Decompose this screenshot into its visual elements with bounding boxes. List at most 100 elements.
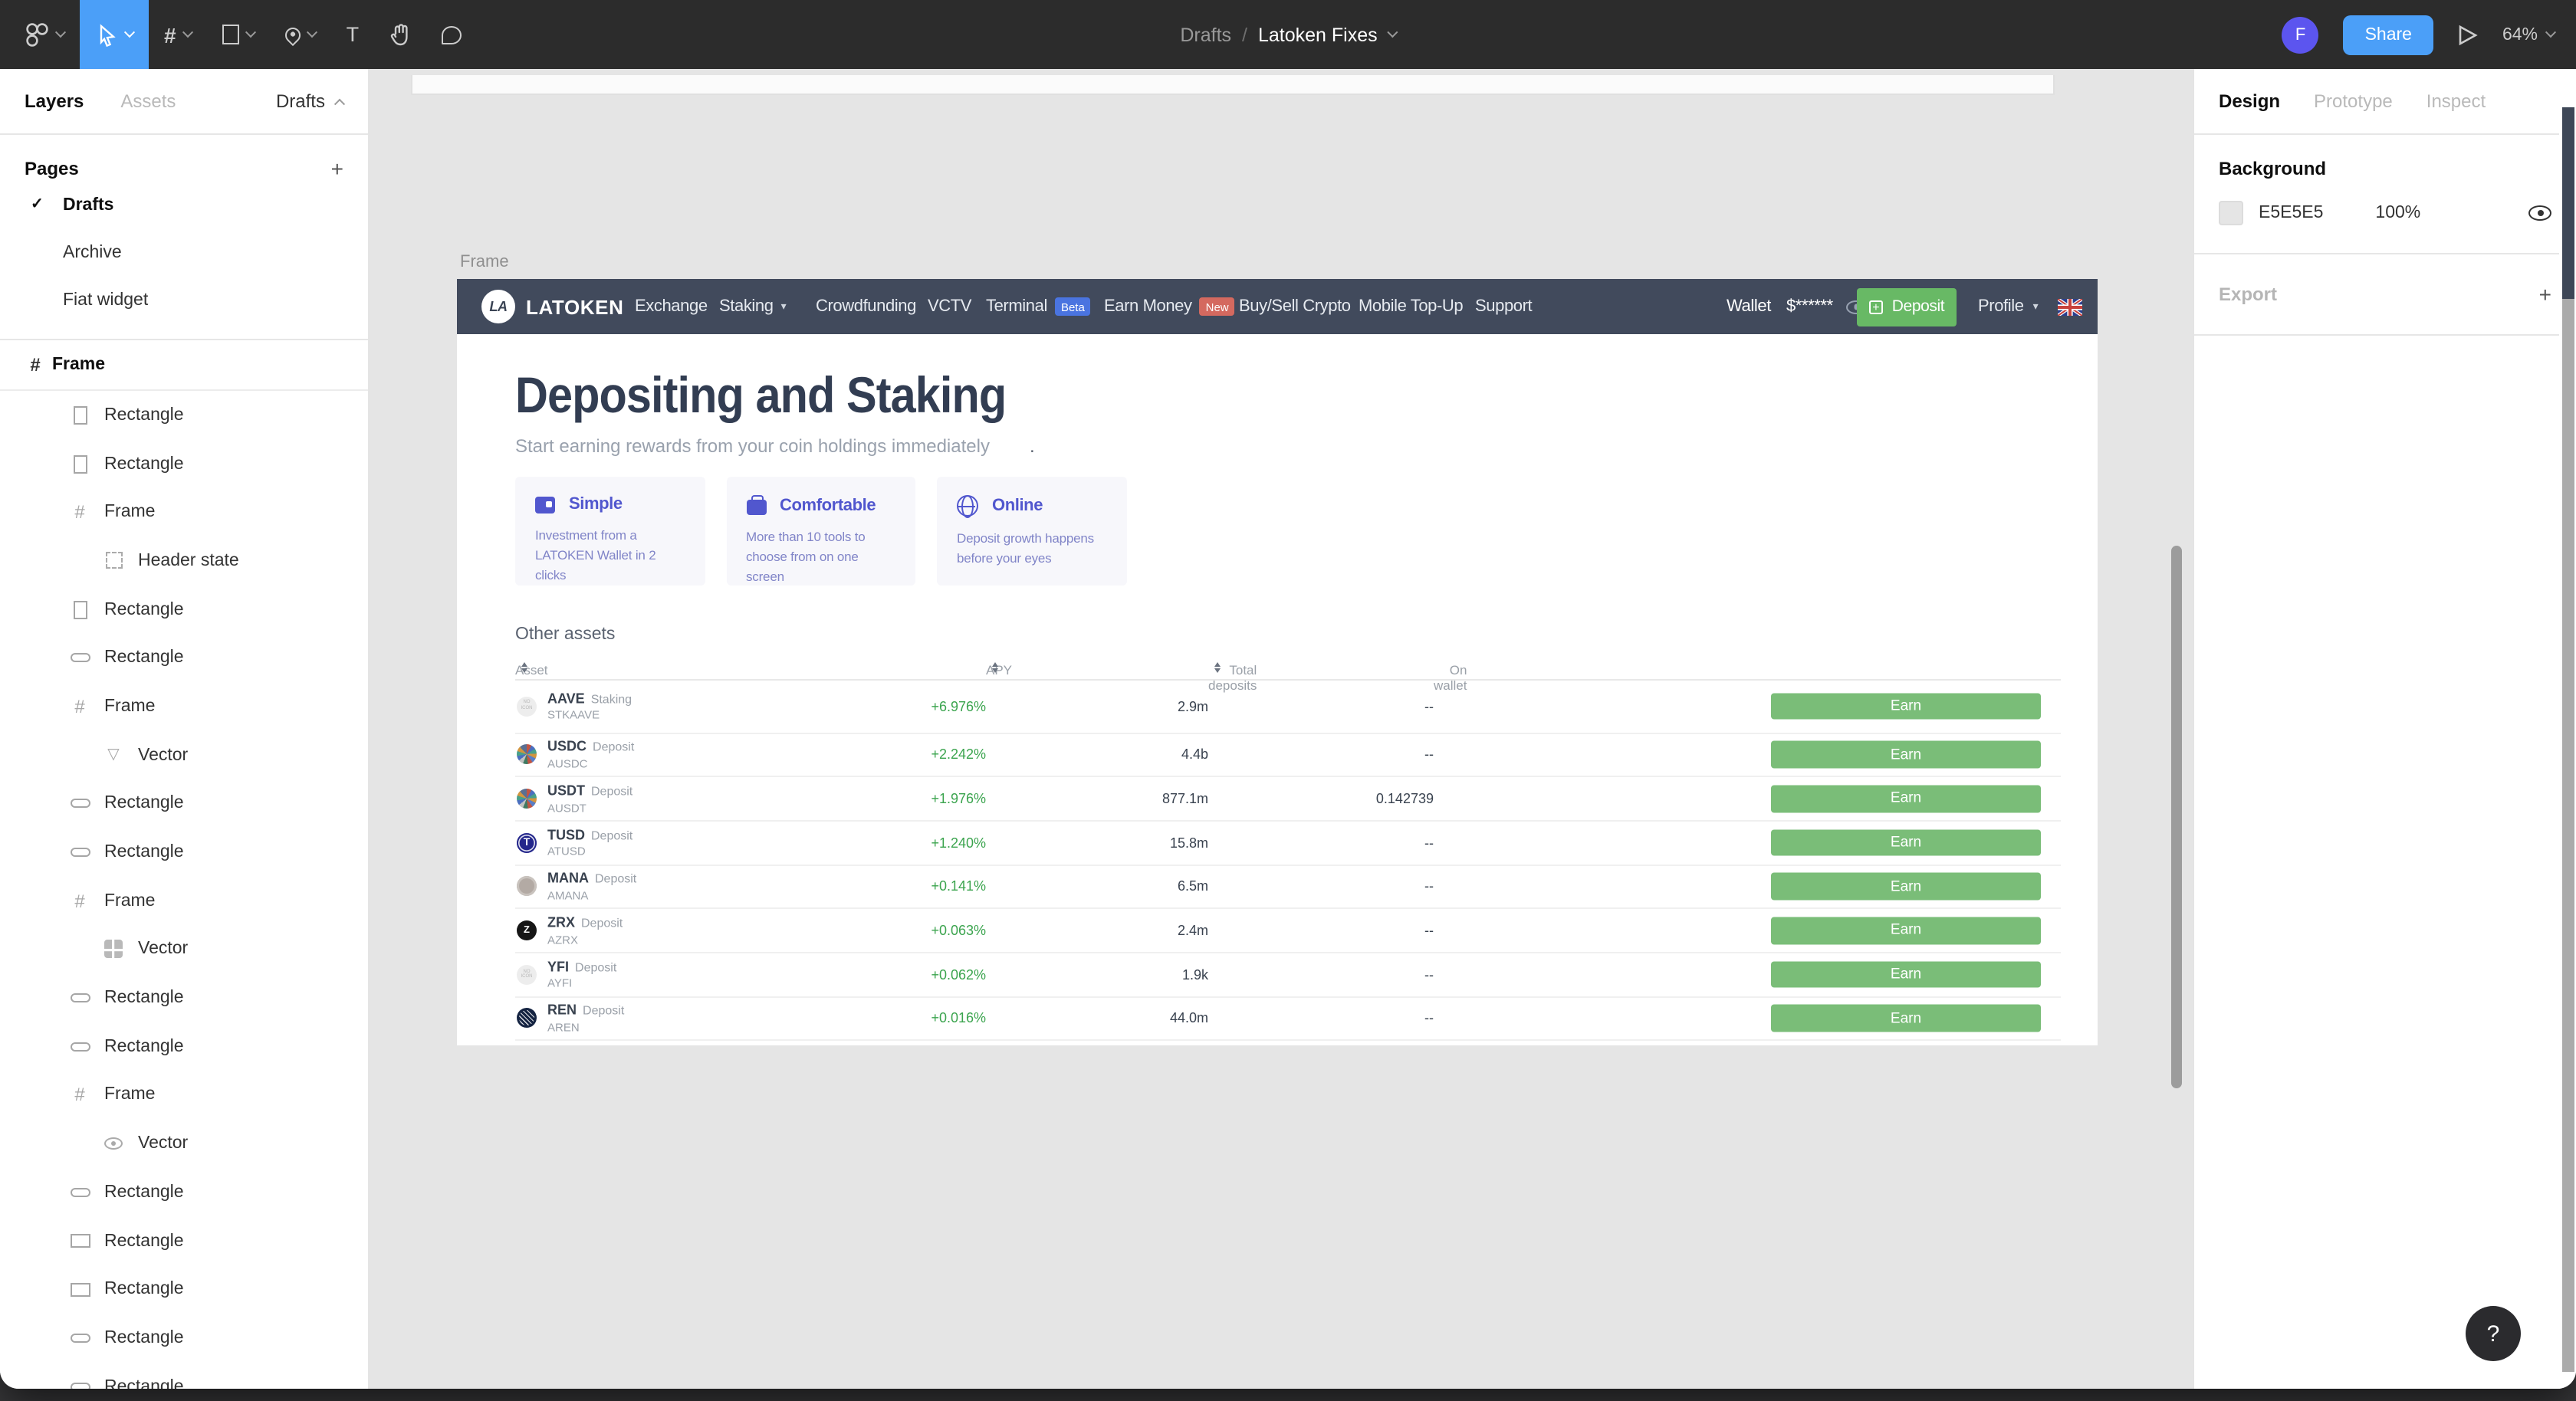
layer-row[interactable]: ▽ Vector [0, 731, 368, 779]
share-button[interactable]: Share [2343, 15, 2433, 54]
earn-button[interactable]: Earn [1771, 785, 2041, 812]
layer-row[interactable]: Header state [0, 536, 368, 585]
layer-row[interactable]: Rectangle [0, 586, 368, 634]
design-frame[interactable]: LA LATOKEN Exchange Staking ▾ Crowdfunding V… [457, 279, 2098, 1045]
layer-root-frame[interactable]: # Frame [0, 340, 368, 391]
canvas-scrollbar[interactable] [2171, 546, 2182, 1088]
layer-row[interactable]: # Frame [0, 1071, 368, 1119]
export-section: Export + [2194, 254, 2576, 336]
tab-design[interactable]: Design [2219, 90, 2281, 112]
deposit-button[interactable]: + Deposit [1857, 287, 1957, 326]
layer-label: Rectangle [104, 1183, 184, 1202]
layer-row[interactable]: Rectangle [0, 1022, 368, 1071]
figma-menu-button[interactable] [9, 0, 80, 69]
layer-row[interactable]: Rectangle [0, 634, 368, 682]
chevron-down-icon[interactable] [1386, 27, 1398, 38]
coin-icon-zrx: Z [517, 920, 537, 941]
zoom-level-control[interactable]: 64% [2502, 25, 2557, 44]
on-wallet-value: -- [1424, 966, 1434, 983]
sidebar-page-fiat-widget[interactable]: Fiat widget [0, 276, 368, 323]
layer-row[interactable]: Rectangle [0, 439, 368, 487]
nav-item-buy-sell-crypto[interactable]: Buy/Sell Crypto [1239, 297, 1351, 316]
profile-menu[interactable]: Profile ▾ [1978, 297, 2039, 316]
layer-row[interactable]: Rectangle [0, 1168, 368, 1216]
asset-name: ZRX Deposit AZRX [547, 915, 623, 947]
layer-row[interactable]: Rectangle [0, 1363, 368, 1389]
nav-item-mobile-top-up[interactable]: Mobile Top-Up [1359, 297, 1464, 316]
user-avatar[interactable]: F [2282, 16, 2319, 53]
rect-icon [69, 1230, 90, 1252]
nav-item-staking[interactable]: Staking ▾ [719, 297, 787, 316]
frame-tool-button[interactable]: # [149, 0, 207, 69]
move-tool-button[interactable] [80, 0, 149, 69]
help-button[interactable]: ? [2466, 1306, 2521, 1361]
latoken-logo-icon[interactable]: LA [481, 290, 515, 323]
layer-row[interactable]: # Frame [0, 682, 368, 730]
breadcrumb-project[interactable]: Drafts [1180, 24, 1232, 45]
panel-scrollbar[interactable] [2559, 69, 2576, 1389]
layer-row[interactable]: Rectangle [0, 1216, 368, 1265]
sidebar-page-archive[interactable]: Archive [0, 228, 368, 276]
nav-item-exchange[interactable]: Exchange [635, 297, 708, 316]
visibility-eye-icon[interactable] [2528, 205, 2551, 221]
file-title[interactable]: Latoken Fixes [1258, 24, 1378, 45]
earn-button[interactable]: Earn [1771, 961, 2041, 989]
nav-item-earn-money[interactable]: Earn Money New [1104, 297, 1235, 316]
background-hex-value[interactable]: E5E5E5 [2259, 204, 2324, 222]
present-play-button[interactable] [2458, 24, 2478, 45]
earn-button[interactable]: Earn [1771, 741, 2041, 769]
layer-row[interactable]: # Frame [0, 488, 368, 536]
asset-symbol: ZRX [547, 914, 575, 930]
pen-tool-icon [281, 23, 304, 46]
on-wallet-value: 0.142739 [1375, 791, 1434, 807]
tab-assets[interactable]: Assets [120, 90, 176, 112]
text-tool-button[interactable]: T [331, 0, 375, 69]
nav-item-support[interactable]: Support [1475, 297, 1533, 316]
add-page-button[interactable]: + [330, 156, 343, 181]
wallet-balance[interactable]: Wallet $****** [1727, 297, 1867, 316]
site-brand[interactable]: LATOKEN [526, 295, 624, 318]
shape-tool-button[interactable] [207, 0, 270, 69]
earn-button[interactable]: Earn [1771, 828, 2041, 856]
tab-prototype[interactable]: Prototype [2314, 90, 2393, 112]
nav-item-terminal[interactable]: Terminal Beta [986, 297, 1091, 316]
hand-tool-button[interactable] [374, 0, 426, 69]
earn-button[interactable]: Earn [1771, 873, 2041, 901]
layer-row[interactable]: Vector [0, 925, 368, 973]
tab-layers[interactable]: Layers [25, 90, 84, 112]
earn-button[interactable]: Earn [1771, 692, 2041, 720]
page-selector[interactable]: Drafts [276, 90, 346, 112]
sidebar-page-drafts[interactable]: ✓ Drafts [0, 181, 368, 228]
layer-row[interactable]: Rectangle [0, 974, 368, 1022]
add-export-button[interactable]: + [2538, 282, 2551, 307]
partial-frame-above[interactable] [410, 74, 2054, 94]
color-swatch[interactable] [2219, 201, 2243, 225]
nav-item-vctv[interactable]: VCTV [928, 297, 971, 316]
file-breadcrumb[interactable]: Drafts / Latoken Fixes [1180, 0, 1398, 69]
frame-tool-icon: # [164, 22, 176, 47]
panel-scrollbar-thumb[interactable] [2562, 107, 2574, 299]
layer-row[interactable]: Rectangle [0, 828, 368, 876]
layer-row[interactable]: Rectangle [0, 779, 368, 828]
layer-label: Vector [138, 746, 189, 765]
panel-scrollbar-track[interactable] [2562, 299, 2574, 1372]
layer-row[interactable]: # Frame [0, 877, 368, 925]
wallet-icon [535, 496, 555, 513]
breadcrumb-separator: / [1242, 24, 1247, 45]
asset-row-tusd: T TUSD Deposit ATUSD +1.240% 15.8m -- Earn [515, 822, 2061, 866]
uk-flag-icon[interactable] [2058, 298, 2082, 315]
nav-item-crowdfunding[interactable]: Crowdfunding [816, 297, 916, 316]
pen-tool-button[interactable] [270, 0, 331, 69]
earn-button[interactable]: Earn [1771, 1005, 2041, 1032]
background-opacity-value[interactable]: 100% [2375, 204, 2421, 222]
comment-tool-button[interactable] [426, 0, 477, 69]
canvas[interactable]: Frame LA LATOKEN Exchange Staking ▾ Crowdfu… [370, 69, 2193, 1389]
layer-row[interactable]: Rectangle [0, 1265, 368, 1314]
frame-canvas-label[interactable]: Frame [460, 253, 509, 271]
earn-button[interactable]: Earn [1771, 917, 2041, 944]
layer-row[interactable]: Rectangle [0, 1314, 368, 1362]
layer-row[interactable]: Rectangle [0, 391, 368, 439]
tab-inspect[interactable]: Inspect [2426, 90, 2486, 112]
layer-row[interactable]: Vector [0, 1120, 368, 1168]
coin-icon-aave: NO ICON [517, 696, 537, 716]
